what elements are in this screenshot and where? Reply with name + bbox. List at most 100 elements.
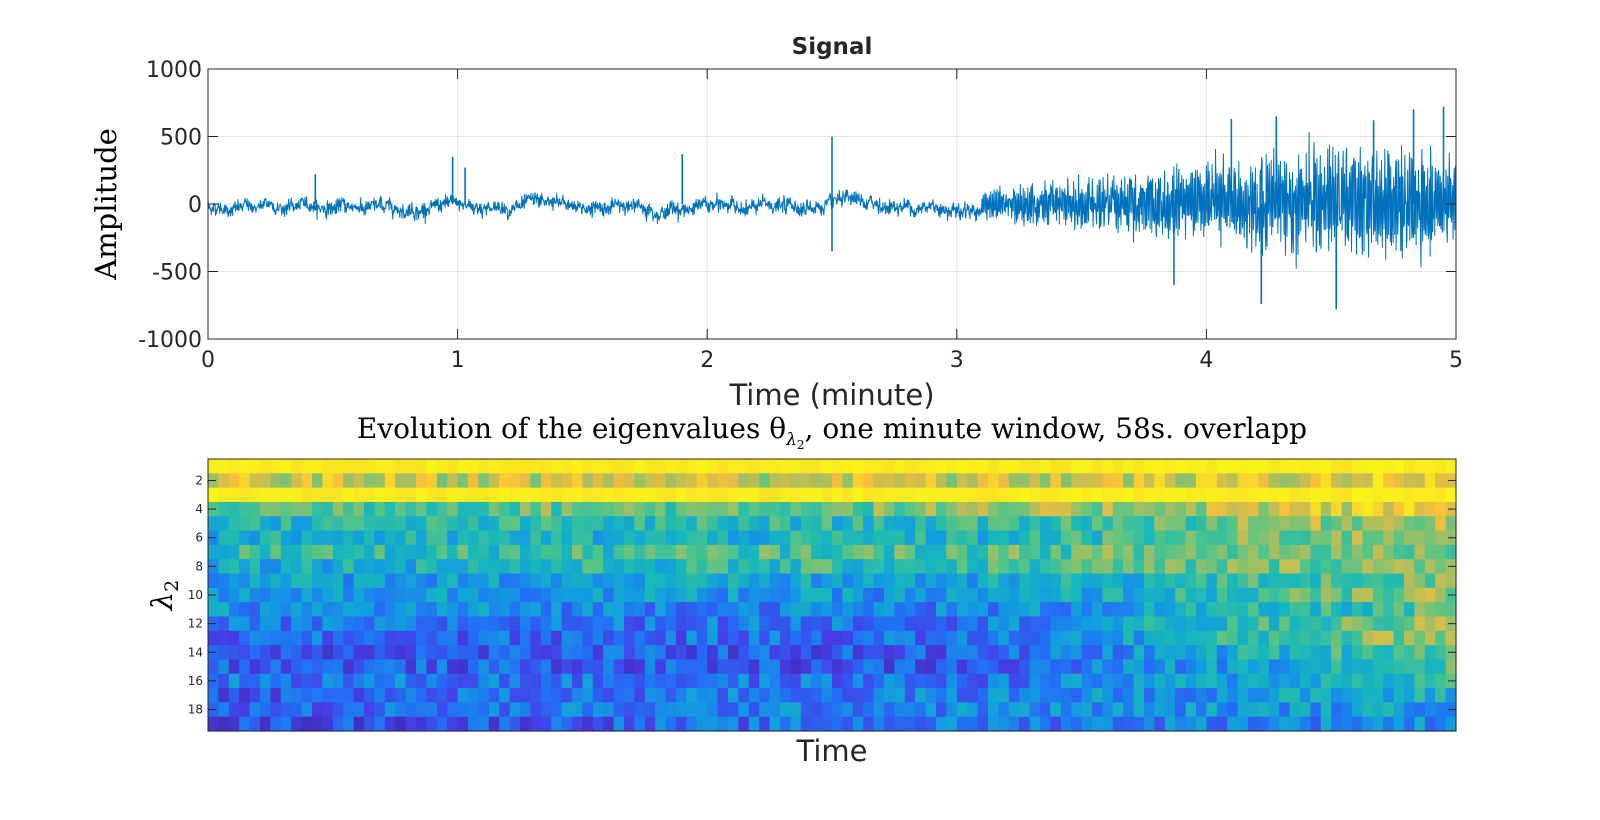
heatmap-cell [1185, 688, 1197, 703]
heatmap-cell [1352, 688, 1363, 703]
heatmap-cell [676, 602, 687, 618]
heatmap-cell [447, 716, 459, 732]
heatmap-cell [1029, 673, 1041, 689]
heatmap-cell [301, 544, 313, 560]
heatmap-cell [384, 659, 396, 675]
heatmap-cell [842, 702, 854, 718]
heatmap-cell [1445, 544, 1457, 560]
heatmap-ytick-label: 14 [188, 645, 203, 659]
heatmap-cell [717, 573, 729, 589]
heatmap-cell [1320, 544, 1332, 560]
heatmap-cell [1050, 516, 1062, 532]
heatmap-cell [1050, 487, 1062, 503]
heatmap-cell [1185, 459, 1197, 474]
heatmap-cell [936, 616, 947, 632]
heatmap-cell [634, 473, 646, 489]
heatmap-cell [1268, 501, 1280, 517]
heatmap-cell [873, 516, 885, 532]
heatmap-cell [561, 516, 573, 532]
heatmap-cell [1258, 544, 1270, 560]
heatmap-cell [416, 501, 427, 517]
heatmap-cell [686, 530, 698, 546]
heatmap-cell [1029, 501, 1041, 517]
heatmap-cell [322, 487, 334, 503]
heatmap-cell [488, 573, 500, 589]
heatmap-cell [488, 516, 500, 532]
heatmap-cell [800, 702, 812, 718]
heatmap-cell [1112, 616, 1124, 632]
heatmap-cell [936, 459, 947, 474]
heatmap-cell [530, 459, 542, 474]
heatmap-cell [520, 645, 531, 661]
heatmap-cell [1310, 559, 1322, 575]
heatmap-cell [624, 501, 635, 517]
heatmap-cell [1300, 688, 1311, 703]
heatmap-cell [821, 473, 833, 489]
heatmap-cell [884, 587, 895, 603]
heatmap-cell [956, 501, 968, 517]
heatmap-cell [1154, 473, 1166, 489]
heatmap-cell [1341, 516, 1353, 532]
heatmap-cell [1383, 702, 1395, 718]
heatmap-cell [457, 702, 469, 718]
heatmap-cell [1164, 602, 1176, 618]
heatmap-cell [946, 459, 958, 474]
heatmap-cell [1362, 602, 1374, 618]
heatmap-cell [1050, 559, 1062, 575]
heatmap-cell [1071, 659, 1083, 675]
heatmap-cell [998, 530, 1010, 546]
heatmap-cell [800, 516, 812, 532]
heatmap-cell [956, 716, 968, 732]
heatmap-cell [1019, 659, 1031, 675]
heatmap-cell [769, 516, 781, 532]
heatmap-cell [405, 616, 417, 632]
heatmap-cell [925, 716, 937, 732]
heatmap-cell [364, 473, 375, 489]
heatmap-cell [1029, 645, 1041, 661]
heatmap-cell [1008, 688, 1020, 703]
heatmap-cell [468, 659, 479, 675]
heatmap-cell [676, 716, 687, 732]
heatmap-cell [1383, 544, 1395, 560]
heatmap-cell [1092, 473, 1103, 489]
heatmap-cell [249, 602, 261, 618]
heatmap-cell [873, 688, 885, 703]
heatmap-cell [260, 501, 271, 517]
heatmap-cell [520, 702, 531, 718]
heatmap-cell [977, 544, 989, 560]
heatmap-cell [1227, 716, 1239, 732]
heatmap-cell [1092, 602, 1103, 618]
heatmap-cell [1206, 501, 1218, 517]
heatmap-cell [218, 587, 230, 603]
heatmap-cell [322, 645, 334, 661]
heatmap-cell [1383, 587, 1395, 603]
heatmap-cell [488, 602, 500, 618]
heatmap-cell [894, 587, 906, 603]
heatmap-cell [821, 659, 833, 675]
heatmap-ytick-label: 6 [195, 531, 203, 545]
heatmap-cell [540, 501, 552, 517]
heatmap-cell [644, 473, 656, 489]
heatmap-cell [946, 587, 958, 603]
heatmap-cell [1227, 602, 1239, 618]
heatmap-cell [1300, 645, 1311, 661]
heatmap-cell [728, 616, 739, 632]
heatmap-cell [676, 559, 687, 575]
heatmap-cell [1008, 473, 1020, 489]
heatmap-cell [1404, 473, 1415, 489]
heatmap-cell [1164, 645, 1176, 661]
heatmap-cell [936, 473, 947, 489]
heatmap-cell [343, 573, 355, 589]
heatmap-cell [1320, 473, 1332, 489]
heatmap-cell [1081, 516, 1093, 532]
heatmap-cell [1248, 673, 1259, 689]
heatmap-cell [1081, 530, 1093, 546]
heatmap-cell [686, 544, 698, 560]
heatmap-cell [748, 530, 760, 546]
heatmap-cell [1071, 559, 1083, 575]
heatmap-cell [1352, 516, 1363, 532]
heatmap-cell [312, 616, 323, 632]
heatmap-cell [1185, 659, 1197, 675]
heatmap-cell [1092, 544, 1103, 560]
heatmap-cell [696, 459, 708, 474]
